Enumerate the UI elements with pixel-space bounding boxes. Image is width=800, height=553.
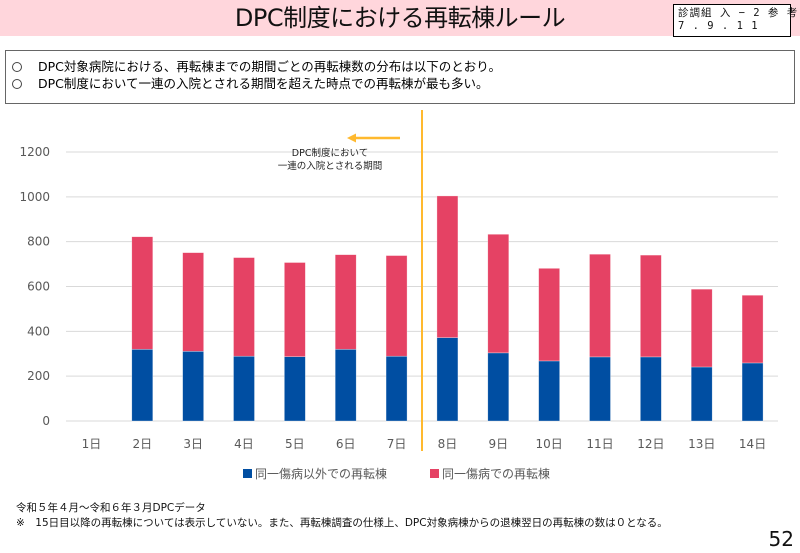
bar-segment-other bbox=[487, 352, 510, 422]
y-tick-label: 800 bbox=[27, 235, 50, 249]
summary-box: DPC対象病院における、再転棟までの期間ごとの再転棟数の分布は以下のとおり。 D… bbox=[5, 50, 795, 104]
bar-segment-other bbox=[284, 356, 306, 422]
bar-segment-other bbox=[233, 355, 255, 422]
y-tick-label: 1000 bbox=[19, 190, 50, 204]
x-axis-tick-labels: 1日 2日 3日 4日 5日 6日 7日 8日 9日 10日 11日 12日 13日 14日 bbox=[82, 437, 767, 451]
bar-segment-same bbox=[334, 254, 357, 350]
x-tick-label: 7日 bbox=[387, 437, 407, 451]
bar-segment-other bbox=[436, 337, 459, 422]
y-tick-label: 200 bbox=[27, 369, 50, 383]
annotation-text-line1: DPC制度において bbox=[292, 147, 368, 159]
bar-segment-other bbox=[334, 348, 357, 422]
x-tick-label: 14日 bbox=[739, 437, 766, 451]
summary-item: DPC対象病院における、再転棟までの期間ごとの再転棟数の分布は以下のとおり。 bbox=[12, 58, 794, 75]
legend-label-other: 同一傷病以外での再転棟 bbox=[255, 466, 387, 481]
x-tick-label: 6日 bbox=[336, 437, 356, 451]
bar-segment-same bbox=[436, 195, 459, 338]
summary-text: DPC対象病院における、再転棟までの期間ごとの再転棟数の分布は以下のとおり。 bbox=[38, 59, 502, 74]
x-tick-label: 11日 bbox=[586, 437, 613, 451]
legend-swatch-other bbox=[243, 469, 252, 478]
bar-segment-same bbox=[487, 233, 510, 354]
bar-segment-other bbox=[640, 356, 662, 422]
document-reference-date: 7 . 9 . 1 1 bbox=[678, 20, 759, 32]
x-tick-label: 10日 bbox=[536, 437, 563, 451]
x-tick-label: 4日 bbox=[234, 437, 254, 451]
bar-segment-same bbox=[233, 257, 255, 357]
page-title: DPC制度における再転棟ルール bbox=[234, 4, 566, 32]
legend-swatch-same bbox=[430, 469, 439, 478]
bar-segment-same bbox=[538, 268, 560, 362]
bar-segment-other bbox=[690, 366, 713, 422]
y-tick-label: 1200 bbox=[19, 145, 50, 159]
y-tick-label: 0 bbox=[42, 414, 50, 428]
x-tick-label: 2日 bbox=[132, 437, 152, 451]
data-source-note: 令和５年４月～令和６年３月DPCデータ bbox=[16, 502, 206, 514]
bar-segment-same bbox=[690, 288, 713, 368]
x-tick-label: 13日 bbox=[688, 437, 715, 451]
bar-segment-other bbox=[538, 360, 560, 422]
bar-segment-same bbox=[741, 294, 764, 364]
y-tick-label: 400 bbox=[27, 324, 50, 338]
bar-segment-other bbox=[385, 355, 408, 422]
bar-segment-other bbox=[182, 350, 204, 422]
summary-item: DPC制度において一連の入院とされる期間を超えた時点での再転棟が最も多い。 bbox=[12, 75, 794, 92]
footnote: ※ 15日目以降の再転棟については表示していない。また、再転棟調査の仕様上、DP… bbox=[16, 517, 668, 529]
x-tick-label: 8日 bbox=[438, 437, 458, 451]
bar-segment-same bbox=[284, 262, 306, 357]
circle-bullet-icon bbox=[12, 61, 22, 72]
bar-segment-same bbox=[589, 253, 611, 358]
legend-label-same: 同一傷病での再転棟 bbox=[442, 466, 550, 481]
x-tick-label: 3日 bbox=[183, 437, 203, 451]
header-band bbox=[0, 0, 800, 36]
annotation-text-line2: 一連の入院とされる期間 bbox=[278, 160, 383, 172]
y-tick-label: 600 bbox=[27, 280, 50, 294]
circle-bullet-icon bbox=[12, 78, 22, 89]
bar-segment-same bbox=[182, 252, 204, 352]
x-tick-label: 5日 bbox=[285, 437, 305, 451]
document-reference-box: 診調組 入 − 2 参 考 7 . 9 . 1 1 bbox=[673, 4, 799, 37]
bar-segment-other bbox=[589, 356, 611, 422]
bar-segment-other bbox=[131, 348, 154, 422]
legend: 同一傷病以外での再転棟 同一傷病での再転棟 bbox=[243, 466, 550, 481]
bar-segment-same bbox=[131, 236, 154, 350]
x-tick-label: 9日 bbox=[488, 437, 508, 451]
summary-text: DPC制度において一連の入院とされる期間を超えた時点での再転棟が最も多い。 bbox=[38, 76, 489, 91]
bars bbox=[131, 195, 764, 422]
stacked-bar-chart: 0 200 400 600 800 1000 1200 1日 2日 3日 4日 5日 6日 7日 8日 9日… bbox=[19, 110, 778, 481]
bar-segment-same bbox=[385, 255, 408, 357]
page-number: 52 bbox=[768, 527, 794, 551]
y-axis-tick-labels: 0 200 400 600 800 1000 1200 bbox=[19, 145, 50, 428]
bar-segment-same bbox=[640, 254, 662, 358]
x-tick-label: 12日 bbox=[637, 437, 664, 451]
period-annotation: DPC制度において 一連の入院とされる期間 bbox=[278, 110, 423, 451]
x-tick-label: 1日 bbox=[82, 437, 102, 451]
bar-segment-other bbox=[741, 362, 764, 422]
arrow-head-icon bbox=[347, 133, 356, 143]
document-reference-code: 診調組 入 − 2 参 考 bbox=[678, 7, 799, 19]
